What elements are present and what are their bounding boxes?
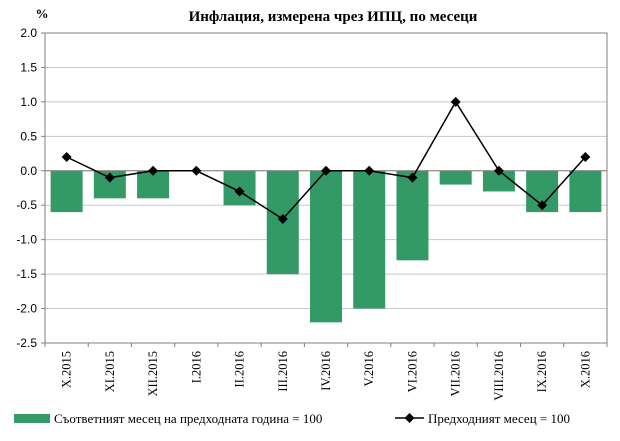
line-point [364,165,375,176]
plot-area-border [44,32,608,344]
x-tick-labels: X.2015 XI.2015 XII.2015 I.2016 II.2016 III.20… [60,351,593,401]
line-point [104,172,115,183]
y-tick-label: 0.5 [20,129,37,143]
x-tick-label: VI.2016 [405,351,419,392]
bar-series [50,170,602,323]
legend-diamond-marker [404,413,415,423]
x-tick-label: I.2016 [189,351,203,383]
y-tick-label: -0.5 [16,198,37,212]
y-tick-labels: 2.0 1.5 1.0 0.5 0.0 -0.5 -1.0 -1.5 -2.0 -2.5 [16,26,37,350]
x-tick-label: V.2016 [362,351,376,387]
y-tick-label: 2.0 [20,26,37,40]
x-tick-label: II.2016 [233,351,247,387]
bar [396,170,429,261]
legend-bar-label: Съответният месец на предходната година … [54,411,322,426]
x-tick-label: X.2015 [60,351,74,388]
line-point [148,165,159,176]
bar [439,170,472,185]
y-tick-label: 0.0 [20,164,37,178]
chart-title: Инфлация, измерена чрез ИПЦ, по месеци [189,9,478,25]
line-series [61,96,591,224]
y-tick-label: 1.0 [20,95,37,109]
x-tick-label: VIII.2016 [492,351,506,401]
legend-line-label: Предходният месец = 100 [428,411,570,426]
line-point [277,214,288,224]
line-point [191,165,202,176]
x-tick-label: III.2016 [276,351,290,392]
legend: Съответният месец на предходната година … [14,411,570,426]
y-tick-label: -2.0 [16,302,37,316]
x-tick-label: XII.2015 [146,351,160,396]
x-tick-label: VII.2016 [449,351,463,396]
y-tick-label: -2.5 [16,336,37,350]
y-tick-label: 1.5 [20,60,37,74]
bar [353,170,386,309]
x-tick-label: X.2016 [578,351,592,388]
line-point [450,96,461,107]
legend-bar-swatch [14,414,50,423]
line-point [321,165,331,176]
line-point [61,152,72,162]
bar [482,170,515,192]
line-point [537,200,548,211]
bar [310,170,342,323]
bar [569,170,602,213]
line-point [407,172,418,183]
y-unit-label: % [36,6,49,21]
x-tick-label: IX.2016 [535,351,549,392]
y-tick-label: -1.5 [16,267,37,281]
line-point [234,186,245,197]
y-tick-label: -1.0 [16,233,37,247]
bar [50,170,83,213]
line-point [493,165,504,176]
line-point [580,152,591,162]
x-tick-label: XI.2015 [103,351,117,392]
x-tick-label: IV.2016 [319,351,333,391]
